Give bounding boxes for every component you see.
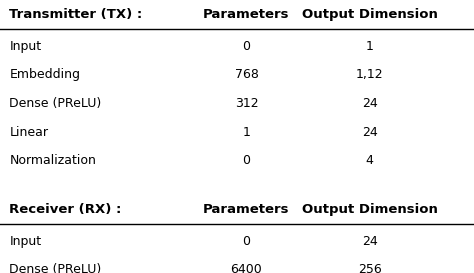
Text: 0: 0	[243, 40, 250, 53]
Text: Linear: Linear	[9, 126, 48, 139]
Text: 0: 0	[243, 154, 250, 167]
Text: 4: 4	[366, 154, 374, 167]
Text: 312: 312	[235, 97, 258, 110]
Text: Output Dimension: Output Dimension	[302, 203, 438, 216]
Text: Dense (PReLU): Dense (PReLU)	[9, 97, 102, 110]
Text: Input: Input	[9, 235, 42, 248]
Text: 256: 256	[358, 263, 382, 273]
Text: Dense (PReLU): Dense (PReLU)	[9, 263, 102, 273]
Text: 1: 1	[243, 126, 250, 139]
Text: 768: 768	[235, 68, 258, 81]
Text: Parameters: Parameters	[203, 203, 290, 216]
Text: Transmitter (TX) :: Transmitter (TX) :	[9, 8, 143, 21]
Text: Embedding: Embedding	[9, 68, 81, 81]
Text: 0: 0	[243, 235, 250, 248]
Text: Normalization: Normalization	[9, 154, 96, 167]
Text: 24: 24	[362, 97, 378, 110]
Text: 6400: 6400	[231, 263, 262, 273]
Text: 1,12: 1,12	[356, 68, 383, 81]
Text: 24: 24	[362, 235, 378, 248]
Text: Output Dimension: Output Dimension	[302, 8, 438, 21]
Text: Receiver (RX) :: Receiver (RX) :	[9, 203, 122, 216]
Text: Input: Input	[9, 40, 42, 53]
Text: Parameters: Parameters	[203, 8, 290, 21]
Text: 1: 1	[366, 40, 374, 53]
Text: 24: 24	[362, 126, 378, 139]
